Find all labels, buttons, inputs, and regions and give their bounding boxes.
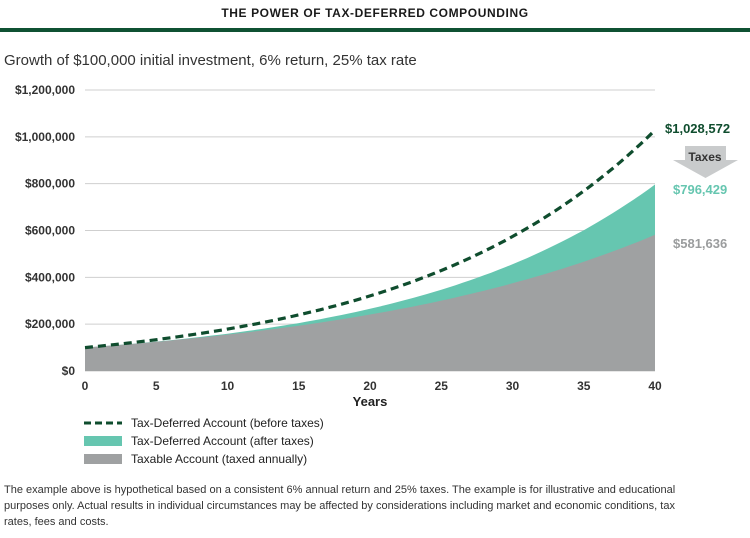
x-tick-label: 40 [648, 379, 662, 393]
x-tick-label: 30 [506, 379, 520, 393]
y-tick-label: $600,000 [25, 224, 75, 238]
end-label-taxable: $581,636 [673, 236, 727, 251]
area-taxable [85, 234, 655, 371]
disclaimer-footnote: The example above is hypothetical based … [4, 484, 676, 528]
legend-item-taxable: Taxable Account (taxed annually) [84, 450, 324, 468]
y-tick-label: $200,000 [25, 317, 75, 331]
growth-chart: $1,200,000 $1,000,000 $800,000 $600,000 $400… [15, 83, 738, 409]
x-tick-label: 0 [82, 379, 89, 393]
taxes-arrow-icon [673, 146, 738, 178]
end-label-before-taxes: $1,028,572 [665, 121, 730, 136]
page-title: THE POWER OF TAX-DEFERRED COMPOUNDING [221, 6, 529, 20]
y-tick-label: $400,000 [25, 270, 75, 284]
chart-subtitle: Growth of $100,000 initial investment, 6… [4, 52, 417, 69]
legend-item-after-taxes: Tax-Deferred Account (after taxes) [84, 432, 324, 450]
legend-swatch-after-taxes [84, 436, 122, 446]
end-label-after-taxes: $796,429 [673, 182, 727, 197]
x-axis-label: Years [353, 394, 388, 409]
x-tick-label: 35 [577, 379, 591, 393]
y-tick-label: $0 [62, 364, 76, 378]
chart-legend: Tax-Deferred Account (before taxes) Tax-… [84, 414, 324, 468]
legend-item-before-taxes: Tax-Deferred Account (before taxes) [84, 414, 324, 432]
y-tick-label: $800,000 [25, 177, 75, 191]
y-tick-label: $1,200,000 [15, 83, 75, 97]
taxes-arrow-label: Taxes [688, 150, 721, 164]
x-tick-label: 20 [363, 379, 377, 393]
legend-label-after-taxes: Tax-Deferred Account (after taxes) [131, 434, 314, 448]
legend-dash-swatch [84, 418, 122, 428]
x-tick-label: 15 [292, 379, 306, 393]
x-tick-label: 5 [153, 379, 160, 393]
line-before-taxes [84, 128, 657, 350]
header-bar: THE POWER OF TAX-DEFERRED COMPOUNDING [0, 0, 750, 32]
y-tick-label: $1,000,000 [15, 130, 75, 144]
legend-label-before-taxes: Tax-Deferred Account (before taxes) [131, 416, 324, 430]
legend-label-taxable: Taxable Account (taxed annually) [131, 452, 308, 466]
x-tick-label: 25 [435, 379, 449, 393]
x-tick-label: 10 [221, 379, 235, 393]
legend-swatch-taxable [84, 454, 122, 464]
